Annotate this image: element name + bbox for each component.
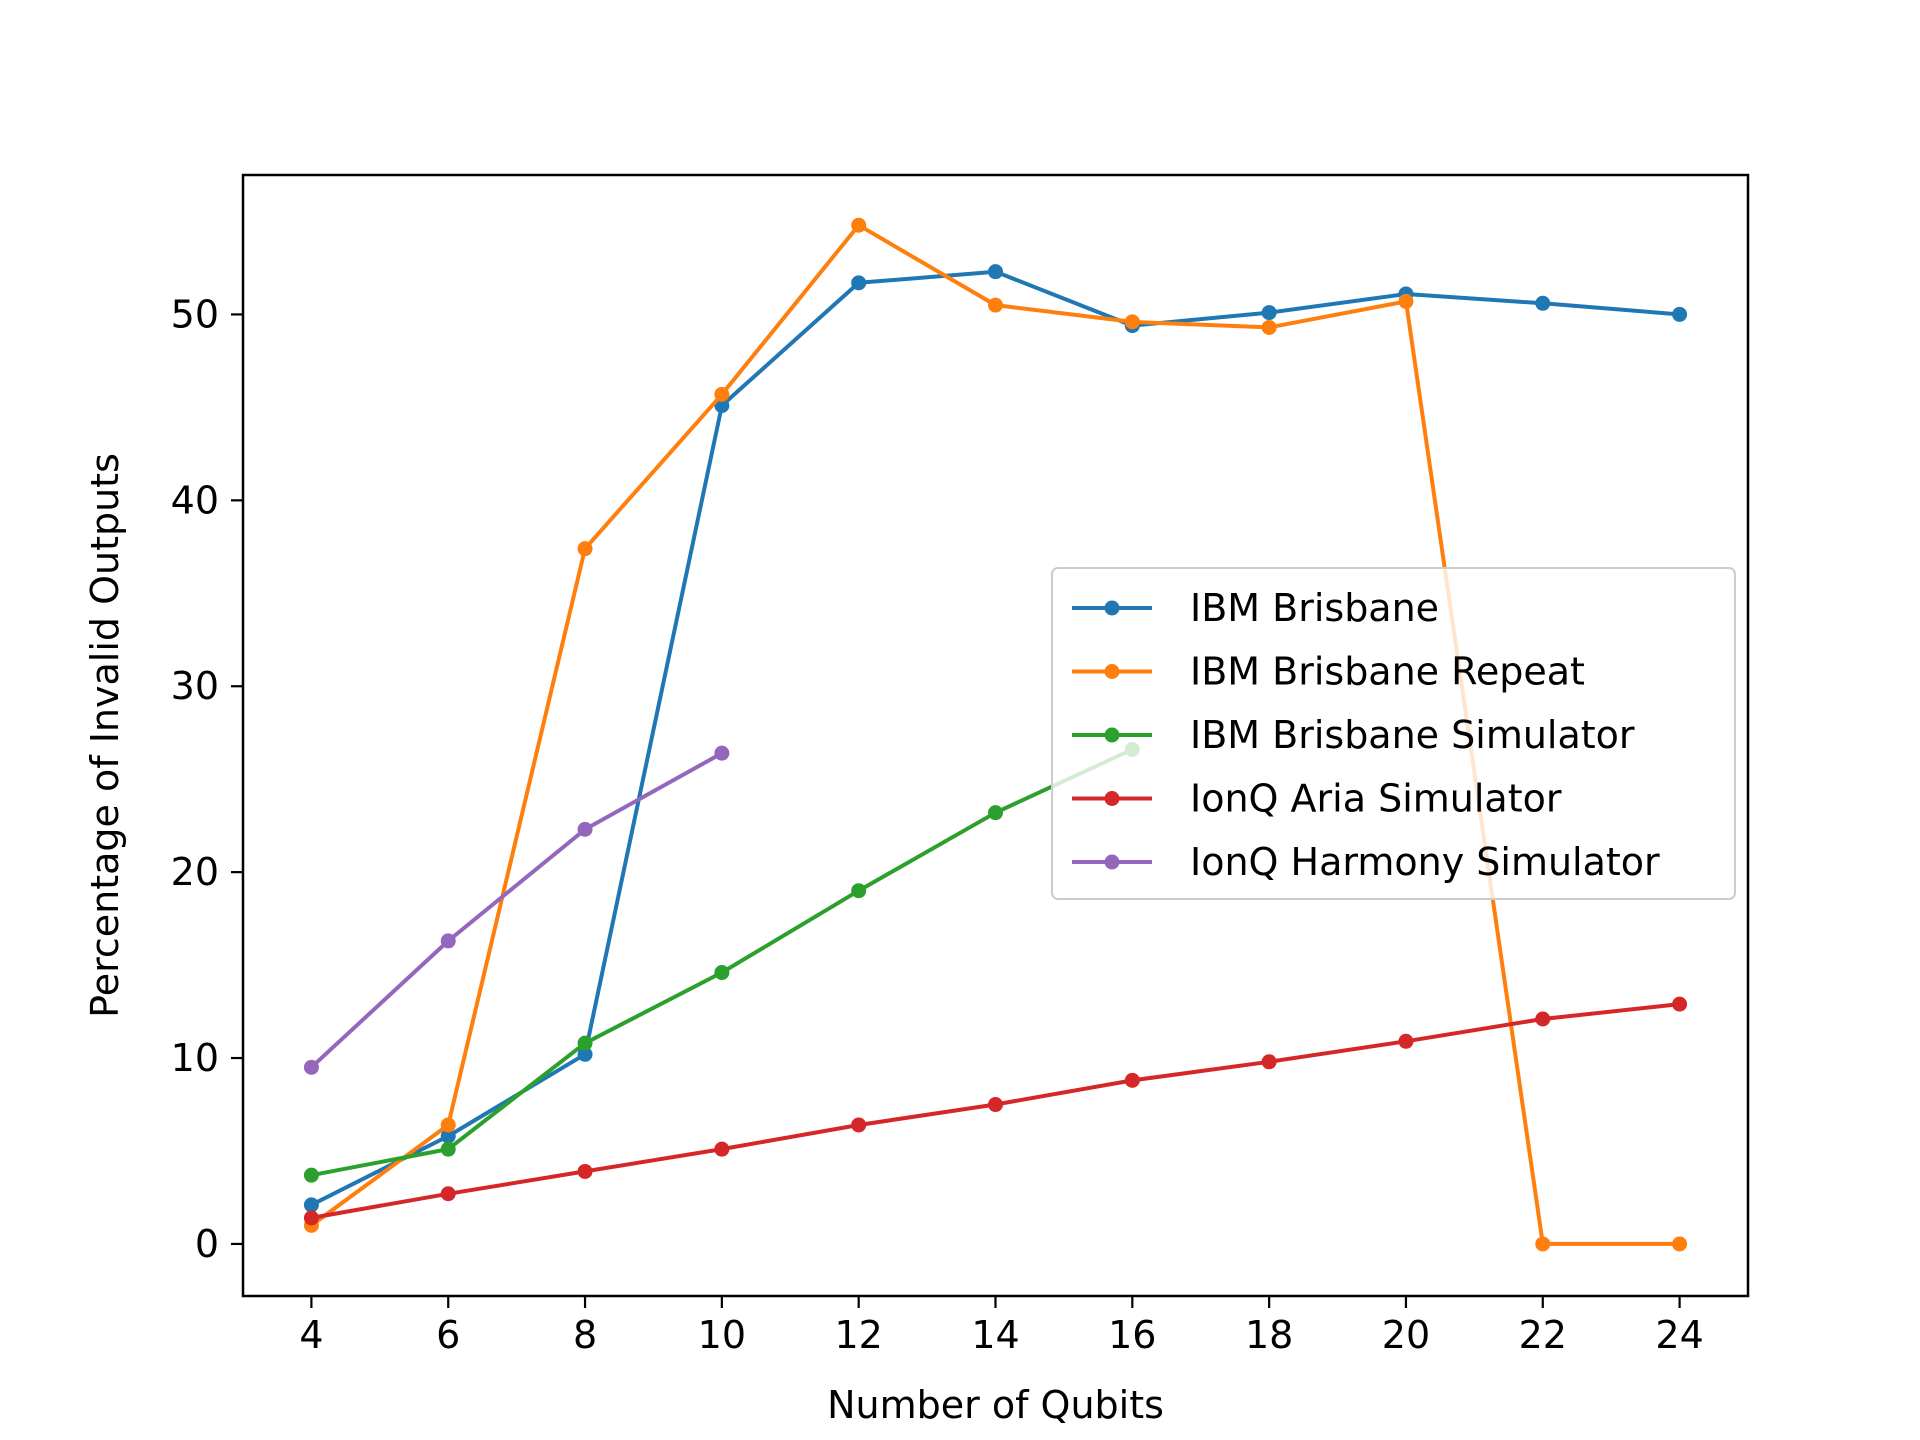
data-point [577, 1046, 593, 1062]
x-tick-label: 20 [1382, 1313, 1430, 1357]
series-line [308, 750, 725, 1071]
legend-box [1051, 567, 1736, 900]
data-point [1261, 319, 1277, 335]
data-point [988, 1097, 1003, 1113]
legend-label: IonQ Aria Simulator [1190, 777, 1562, 821]
legend-item: IBM Brisbane Repeat [1072, 650, 1585, 694]
data-point [303, 1197, 319, 1213]
data-point [851, 883, 867, 899]
legend-label: IBM Brisbane [1190, 586, 1439, 630]
x-tick-label: 16 [1108, 1313, 1156, 1357]
x-tick-label: 8 [573, 1313, 597, 1357]
x-tick-label: 6 [436, 1313, 460, 1357]
series-3 [303, 741, 1140, 1183]
y-tick-label: 0 [195, 1222, 219, 1266]
legend-item: IBM Brisbane Simulator [1072, 713, 1635, 757]
y-axis-label: Percentage of Invalid Outputs [83, 453, 127, 1018]
data-point [303, 1210, 319, 1226]
data-point [1672, 996, 1688, 1012]
data-point [440, 1141, 456, 1157]
data-point [714, 1141, 730, 1157]
x-tick-label: 18 [1245, 1313, 1293, 1357]
x-tick-label: 22 [1519, 1313, 1567, 1357]
data-point [577, 541, 593, 557]
legend-label: IBM Brisbane Simulator [1190, 713, 1635, 757]
legend: IBM Brisbane IBM Brisbane Repeat IBM Brisb… [1051, 567, 1736, 900]
legend-item: IBM Brisbane [1072, 586, 1439, 630]
data-point [303, 1059, 319, 1075]
data-point [988, 297, 1003, 313]
data-point [1672, 306, 1688, 322]
y-axis: 0 10 20 30 40 50 [171, 292, 243, 1266]
legend-marker [1104, 727, 1120, 743]
x-tick-label: 24 [1655, 1313, 1703, 1357]
data-point [1398, 1033, 1414, 1049]
series-4 [303, 996, 1688, 1226]
data-point [714, 398, 730, 414]
data-point [988, 264, 1003, 280]
data-point [577, 821, 593, 837]
data-point [577, 1163, 593, 1179]
legend-marker [1104, 791, 1120, 806]
data-point [1124, 314, 1140, 330]
y-tick-label: 40 [171, 478, 219, 522]
data-point [851, 217, 867, 233]
y-tick-label: 20 [171, 850, 219, 894]
legend-marker [1104, 600, 1120, 616]
data-point [577, 1035, 593, 1051]
data-point [440, 1186, 456, 1202]
data-point [1261, 305, 1277, 321]
x-axis-label: Number of Qubits [827, 1383, 1164, 1427]
data-point [440, 1117, 456, 1133]
data-point [440, 933, 456, 949]
data-point [1261, 1054, 1277, 1070]
y-tick-label: 30 [171, 664, 219, 708]
data-point [714, 965, 730, 981]
legend-marker [1104, 854, 1120, 870]
data-point [1124, 1072, 1140, 1088]
y-tick-label: 50 [171, 292, 219, 336]
legend-item: IonQ Aria Simulator [1072, 777, 1562, 821]
data-point [1398, 293, 1414, 309]
legend-label: IonQ Harmony Simulator [1190, 840, 1660, 884]
x-axis: 4 6 8 10 12 14 16 18 20 22 24 [299, 1296, 1704, 1357]
legend-item: IonQ Harmony Simulator [1072, 840, 1660, 884]
x-tick-label: 14 [971, 1313, 1019, 1357]
y-tick-label: 10 [171, 1036, 219, 1080]
data-point [303, 1167, 319, 1183]
x-tick-label: 4 [299, 1313, 323, 1357]
data-point [714, 386, 730, 402]
data-point [851, 1117, 867, 1133]
data-point [1672, 1236, 1688, 1252]
data-point [1535, 1011, 1551, 1027]
data-point [1535, 1236, 1551, 1252]
data-point [440, 1128, 456, 1144]
legend-label: IBM Brisbane Repeat [1190, 650, 1585, 694]
data-point [988, 805, 1003, 821]
data-point [851, 275, 867, 291]
x-tick-label: 10 [698, 1313, 746, 1357]
legend-marker [1104, 664, 1120, 679]
data-point [714, 745, 730, 761]
series-5 [303, 745, 730, 1075]
x-tick-label: 12 [835, 1313, 883, 1357]
data-point [1535, 295, 1551, 311]
